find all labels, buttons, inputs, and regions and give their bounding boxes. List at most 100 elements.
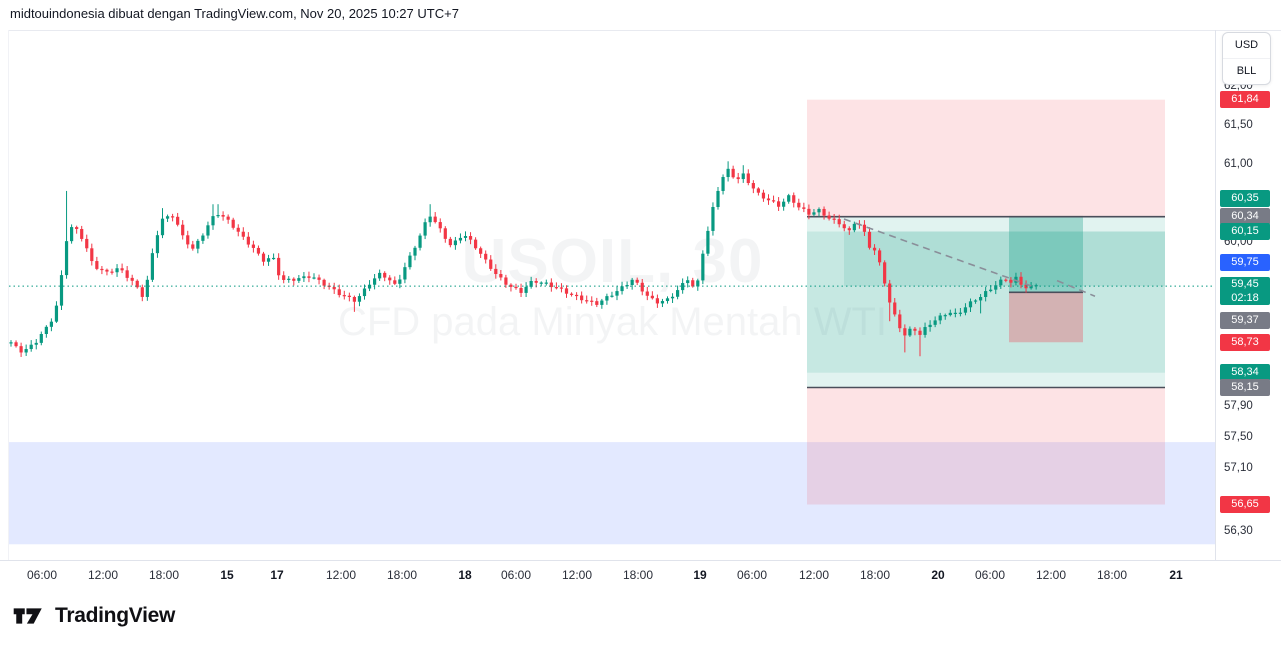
candle-body — [145, 279, 149, 297]
candle-body — [867, 231, 872, 248]
unit-currency-label: USD — [1223, 33, 1270, 59]
candle-body — [812, 212, 816, 215]
candle-body — [64, 241, 69, 276]
candle-body — [817, 208, 821, 213]
time-tick: 18:00 — [622, 568, 654, 582]
candle-body — [352, 296, 356, 302]
candlestick-chart[interactable] — [9, 30, 1216, 560]
chart-area: USOIL, 30 CFD pada Minyak Mentah WTI USD… — [0, 30, 1281, 560]
price-badge-green: 60,35 — [1220, 190, 1270, 208]
price-axis[interactable]: USD BLL 62,00 61,50 61,00 60,00 57,90 57,50 57… — [1215, 30, 1281, 560]
time-tick: 06:00 — [26, 568, 58, 582]
candle-body — [777, 201, 781, 207]
candle-body — [938, 315, 942, 321]
candle-body — [95, 261, 99, 269]
candle-body — [448, 238, 452, 246]
candle-body — [246, 236, 250, 245]
candle-body — [847, 228, 851, 231]
price-tick: 57,10 — [1224, 462, 1253, 475]
dashed-trendline[interactable] — [1056, 279, 1096, 297]
candle-body — [807, 208, 811, 215]
candle-body — [989, 289, 993, 292]
candle-body — [155, 235, 160, 254]
candle-body — [968, 301, 973, 308]
time-axis[interactable]: 06:00 12:00 18:00 15 17 12:00 18:00 18 06:00 12:0… — [0, 560, 1281, 593]
candle-body — [494, 268, 498, 275]
candle-body — [484, 253, 488, 260]
candle-body — [29, 344, 33, 350]
price-tick: 56,30 — [1224, 524, 1253, 537]
candle-body — [499, 274, 503, 278]
candle-body — [423, 222, 427, 236]
candle-body — [302, 276, 306, 279]
candle-body — [357, 296, 362, 302]
candle-body — [216, 215, 220, 217]
candle-body — [337, 289, 341, 296]
dashed-trendline[interactable] — [843, 218, 1037, 289]
attribution-text: midtouindonesia dibuat dengan TradingVie… — [10, 6, 459, 21]
candle-body — [489, 259, 493, 269]
candle-body — [322, 279, 326, 286]
candle-body — [297, 278, 301, 281]
candle-body — [468, 236, 473, 240]
candle-body — [883, 262, 887, 284]
candle-body — [569, 293, 574, 295]
candle-body — [362, 288, 367, 297]
candle-body — [736, 177, 740, 180]
candle-body — [837, 219, 841, 225]
candle-body — [549, 282, 553, 288]
candle-body — [115, 268, 119, 273]
candle-body — [80, 229, 84, 239]
candle-body — [862, 224, 867, 232]
candle-body — [544, 282, 548, 284]
candle-body — [266, 258, 271, 262]
current-price-badge: 59,45 02:18 — [1220, 277, 1270, 306]
candle-body — [660, 301, 665, 304]
price-badge-red: 58,73 — [1220, 333, 1270, 351]
candle-body — [943, 315, 947, 317]
candle-body — [580, 295, 584, 301]
candle-body — [49, 321, 53, 327]
candle-body — [393, 280, 397, 284]
candle-body — [625, 285, 629, 287]
candle-body — [645, 291, 649, 296]
candle-body — [842, 224, 846, 229]
candle-body — [1004, 279, 1008, 281]
chart-pane[interactable]: USOIL, 30 CFD pada Minyak Mentah WTI — [8, 30, 1216, 560]
candle-body — [635, 279, 639, 283]
candle-body — [691, 280, 695, 287]
tradingview-logo-text: TradingView — [55, 604, 176, 627]
candle-body — [509, 284, 513, 287]
candle-body — [681, 283, 685, 291]
candle-body — [206, 225, 210, 236]
candle-body — [105, 269, 109, 272]
candle-body — [378, 272, 382, 279]
candle-body — [948, 312, 952, 316]
candle-body — [953, 312, 957, 314]
candle-body — [923, 327, 927, 335]
candle-body — [852, 223, 856, 231]
candle-body — [686, 280, 690, 284]
candle-body — [226, 216, 230, 220]
candle-body — [70, 227, 74, 242]
candle-body — [186, 235, 190, 245]
candle-body — [706, 230, 710, 254]
candle-body — [761, 192, 766, 199]
price-badge-blue: 59,75 — [1220, 254, 1270, 272]
candle-body — [514, 286, 518, 289]
price-badge-gray: 60,34 — [1220, 208, 1270, 226]
candle-body — [554, 287, 558, 289]
candle-body — [539, 282, 543, 284]
time-tick: 18:00 — [386, 568, 418, 582]
tradingview-logo[interactable]: TradingView — [12, 599, 175, 633]
candle-body — [771, 200, 776, 202]
time-tick-day: 15 — [220, 568, 234, 582]
time-tick: 18:00 — [148, 568, 180, 582]
time-tick: 12:00 — [1035, 568, 1067, 582]
candle-body — [261, 253, 266, 262]
price-badge-green: 60,15 — [1220, 223, 1270, 240]
candle-body — [165, 216, 170, 219]
candle-body — [85, 238, 89, 249]
candle-body — [403, 267, 407, 280]
candle-body — [670, 296, 675, 299]
